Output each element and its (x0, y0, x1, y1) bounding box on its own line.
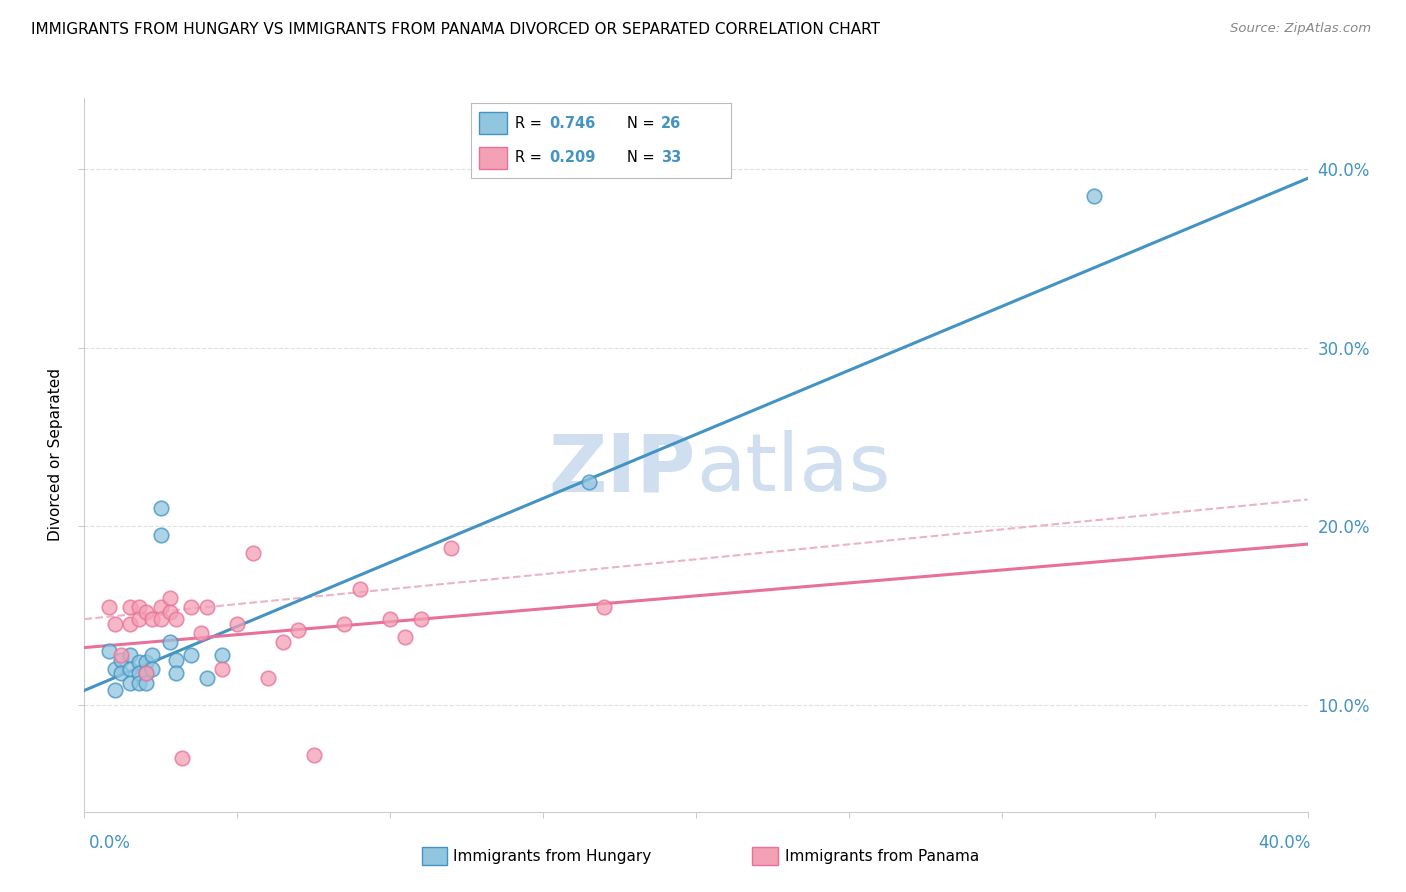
Point (120, 662, 142, 676)
Point (271, 635, 294, 649)
Point (159, 605, 181, 619)
Point (165, 612, 187, 626)
Point (128, 665, 150, 680)
Point (165, 665, 187, 680)
Text: 0.209: 0.209 (548, 151, 595, 165)
Bar (479, 146, 508, 169)
Point (1083, 189, 1105, 203)
Y-axis label: Divorced or Separated: Divorced or Separated (48, 368, 63, 541)
Text: R =: R = (515, 151, 547, 165)
Point (128, 612, 150, 626)
Point (97, 644, 120, 658)
Point (180, 648, 202, 662)
Point (135, 605, 157, 619)
Point (104, 617, 127, 632)
Point (120, 599, 142, 614)
Bar (479, 112, 508, 135)
Text: IMMIGRANTS FROM HUNGARY VS IMMIGRANTS FROM PANAMA DIVORCED OR SEPARATED CORRELAT: IMMIGRANTS FROM HUNGARY VS IMMIGRANTS FR… (31, 22, 880, 37)
Text: N =: N = (627, 151, 659, 165)
Point (593, 599, 616, 614)
Point (104, 662, 127, 676)
Text: Immigrants from Panama: Immigrants from Panama (785, 849, 979, 863)
Text: 40.0%: 40.0% (1258, 834, 1310, 852)
Text: 0.746: 0.746 (548, 116, 595, 130)
Point (578, 475, 600, 489)
Text: 0.0%: 0.0% (89, 834, 131, 852)
Point (128, 599, 150, 614)
Text: Immigrants from Hungary: Immigrants from Hungary (453, 849, 651, 863)
Point (141, 648, 163, 662)
Point (165, 653, 187, 667)
Point (257, 671, 280, 685)
Point (135, 676, 157, 690)
Point (242, 546, 264, 560)
Point (195, 671, 218, 685)
Point (211, 648, 233, 662)
Point (211, 662, 233, 676)
Point (97, 599, 120, 614)
Point (110, 648, 132, 662)
Point (149, 599, 172, 614)
Point (195, 599, 218, 614)
Point (409, 612, 432, 626)
Point (104, 683, 127, 698)
Text: R =: R = (515, 116, 547, 130)
Point (120, 676, 142, 690)
Point (333, 617, 356, 632)
Point (141, 612, 163, 626)
Text: ZIP: ZIP (548, 430, 696, 508)
Point (226, 617, 249, 632)
Point (110, 665, 132, 680)
Point (149, 612, 172, 626)
Point (120, 617, 142, 632)
Point (159, 635, 181, 649)
Point (135, 665, 157, 680)
Point (135, 665, 157, 680)
Point (394, 630, 416, 644)
Point (380, 612, 402, 626)
Point (141, 662, 163, 676)
Point (349, 582, 371, 596)
Point (128, 655, 150, 669)
Point (302, 747, 325, 762)
Text: 33: 33 (661, 151, 681, 165)
Text: N =: N = (627, 116, 659, 130)
Point (120, 648, 142, 662)
Point (149, 501, 172, 516)
Point (149, 528, 172, 542)
Point (128, 676, 150, 690)
Point (135, 655, 157, 669)
Text: atlas: atlas (696, 430, 890, 508)
Point (159, 591, 181, 605)
Point (190, 626, 212, 640)
Point (172, 751, 194, 765)
Text: Source: ZipAtlas.com: Source: ZipAtlas.com (1230, 22, 1371, 36)
Point (110, 653, 132, 667)
Text: 26: 26 (661, 116, 681, 130)
Point (440, 541, 463, 555)
Point (287, 623, 309, 637)
Point (180, 599, 202, 614)
